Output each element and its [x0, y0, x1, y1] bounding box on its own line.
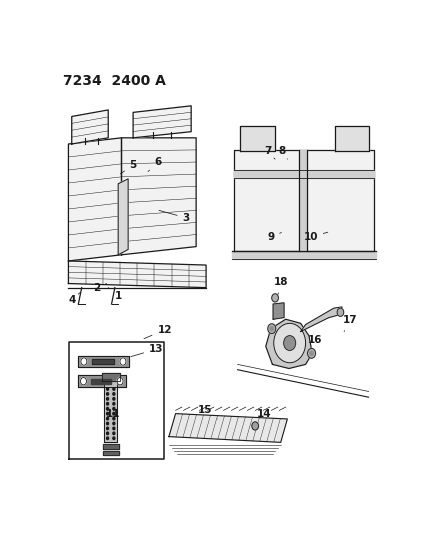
Text: 11: 11 [106, 402, 120, 418]
Text: 3: 3 [159, 211, 190, 223]
Polygon shape [169, 414, 287, 442]
Text: 13: 13 [131, 344, 163, 357]
Polygon shape [273, 303, 284, 319]
Circle shape [80, 377, 86, 385]
Circle shape [337, 308, 344, 317]
Circle shape [308, 349, 315, 358]
Circle shape [113, 437, 115, 440]
Polygon shape [92, 359, 114, 364]
Circle shape [268, 324, 276, 334]
Circle shape [117, 377, 123, 385]
Polygon shape [78, 375, 126, 387]
Circle shape [113, 398, 115, 400]
Circle shape [252, 422, 259, 430]
Polygon shape [240, 126, 275, 151]
Circle shape [270, 327, 273, 330]
Text: 5: 5 [120, 159, 137, 174]
Text: 15: 15 [198, 405, 218, 419]
Text: 18: 18 [273, 277, 288, 294]
Circle shape [107, 402, 109, 405]
Polygon shape [68, 138, 122, 261]
Polygon shape [133, 106, 191, 138]
Circle shape [113, 422, 115, 425]
Polygon shape [72, 110, 108, 144]
Text: 9: 9 [267, 232, 282, 242]
Circle shape [113, 407, 115, 410]
Text: 12: 12 [144, 325, 172, 338]
Circle shape [107, 393, 109, 395]
Polygon shape [103, 450, 119, 455]
Circle shape [310, 351, 313, 356]
Circle shape [107, 427, 109, 430]
Circle shape [113, 388, 115, 390]
Circle shape [107, 422, 109, 425]
Polygon shape [104, 381, 117, 441]
Polygon shape [103, 445, 119, 448]
Circle shape [274, 324, 306, 363]
Polygon shape [232, 251, 376, 259]
Circle shape [107, 388, 109, 390]
Text: 1: 1 [108, 288, 122, 301]
Circle shape [107, 432, 109, 434]
Polygon shape [78, 356, 129, 367]
Polygon shape [234, 150, 374, 251]
Text: 10: 10 [303, 232, 328, 242]
Polygon shape [68, 261, 206, 288]
Polygon shape [118, 179, 128, 255]
Circle shape [107, 413, 109, 415]
Circle shape [113, 432, 115, 434]
Circle shape [107, 398, 109, 400]
Text: 7234  2400 A: 7234 2400 A [63, 74, 166, 88]
Polygon shape [299, 150, 307, 251]
Text: 16: 16 [308, 335, 323, 354]
Circle shape [113, 402, 115, 405]
Polygon shape [266, 319, 312, 368]
Circle shape [107, 437, 109, 440]
Polygon shape [122, 138, 196, 255]
Circle shape [120, 358, 126, 365]
Circle shape [113, 393, 115, 395]
Text: 7: 7 [264, 146, 275, 159]
Polygon shape [300, 307, 342, 332]
Text: 14: 14 [254, 409, 271, 424]
Text: 8: 8 [279, 146, 287, 159]
Polygon shape [234, 170, 374, 179]
Text: 17: 17 [343, 316, 358, 332]
Circle shape [113, 427, 115, 430]
Circle shape [81, 358, 87, 365]
Polygon shape [102, 374, 120, 381]
Text: 6: 6 [148, 157, 162, 172]
Circle shape [107, 407, 109, 410]
Polygon shape [91, 378, 111, 384]
Text: 4: 4 [68, 293, 80, 305]
Circle shape [107, 417, 109, 420]
Text: 2: 2 [93, 282, 107, 293]
Circle shape [272, 294, 278, 302]
Circle shape [113, 417, 115, 420]
Circle shape [284, 336, 296, 350]
Circle shape [113, 413, 115, 415]
Polygon shape [335, 126, 369, 151]
